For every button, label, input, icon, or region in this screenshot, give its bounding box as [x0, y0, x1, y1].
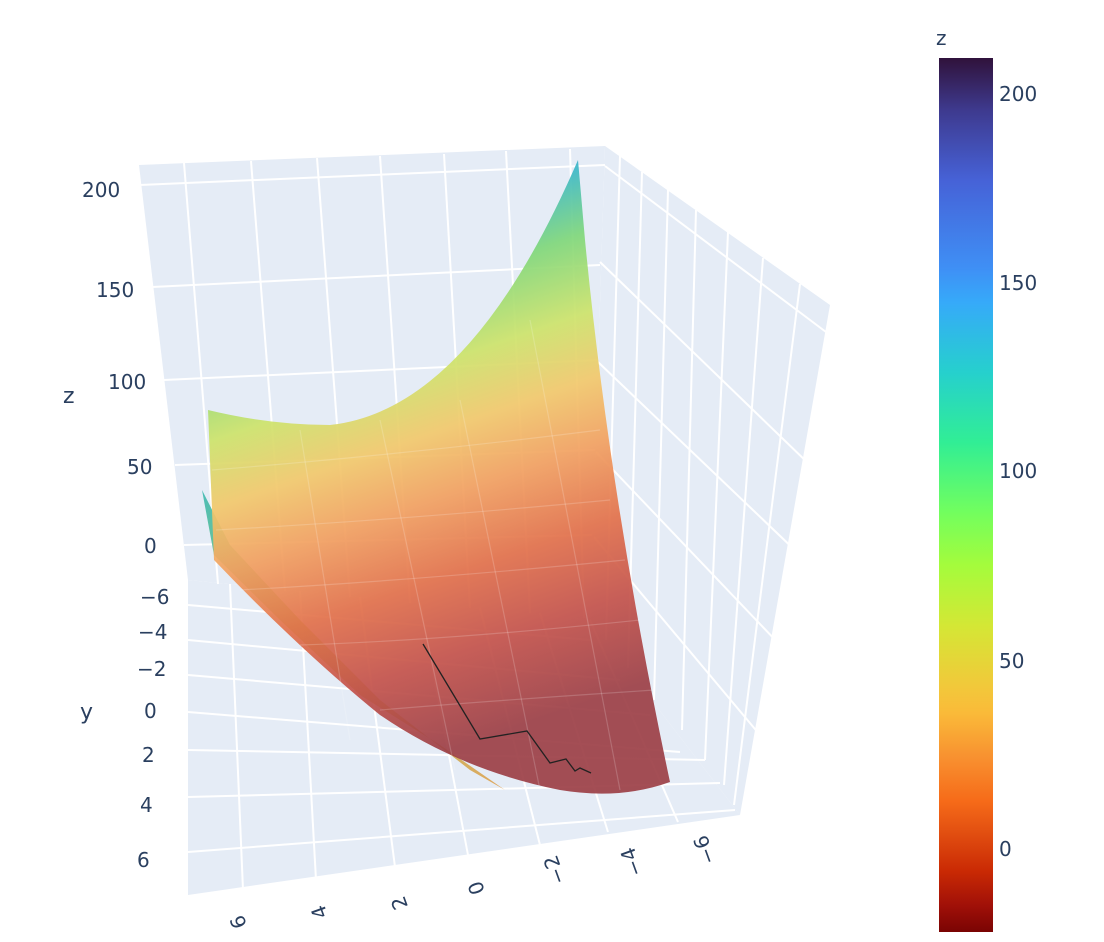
colorbar-title: z: [936, 26, 947, 50]
z-tick: 100: [108, 370, 147, 394]
y-axis-title: y: [80, 700, 94, 725]
y-tick: 6: [137, 848, 150, 872]
colorbar: [939, 58, 993, 932]
colorbar-tick: 200: [999, 82, 1038, 106]
y-tick: −6: [140, 585, 170, 609]
x-tick: 6: [224, 911, 252, 933]
x-tick: −2: [538, 852, 572, 888]
colorbar-tick: 150: [999, 271, 1038, 295]
surface: [208, 160, 670, 794]
y-tick: 2: [142, 743, 155, 767]
x-tick: −6: [688, 832, 722, 868]
surface-contours: [211, 319, 656, 791]
colorbar-tick: 0: [999, 837, 1012, 861]
x-tick: 0: [462, 877, 490, 899]
x-tick: 2: [385, 892, 413, 914]
z-tick: 50: [127, 455, 153, 479]
y-tick: −4: [138, 620, 168, 644]
colorbar-tick: 50: [999, 649, 1025, 673]
optimization-path: [422, 643, 592, 774]
colorbar-tick: 100: [999, 459, 1038, 483]
x-tick: −4: [615, 844, 649, 880]
y-tick: −2: [137, 657, 167, 681]
z-tick: 0: [144, 534, 157, 558]
right-wall: [590, 146, 830, 815]
z-tick: 150: [96, 278, 135, 302]
y-tick: 0: [144, 699, 157, 723]
z-tick: 200: [82, 178, 121, 202]
z-axis-title: z: [63, 384, 75, 409]
y-tick: 4: [140, 793, 153, 817]
x-tick: 4: [305, 901, 333, 923]
3d-scene[interactable]: [0, 0, 930, 942]
